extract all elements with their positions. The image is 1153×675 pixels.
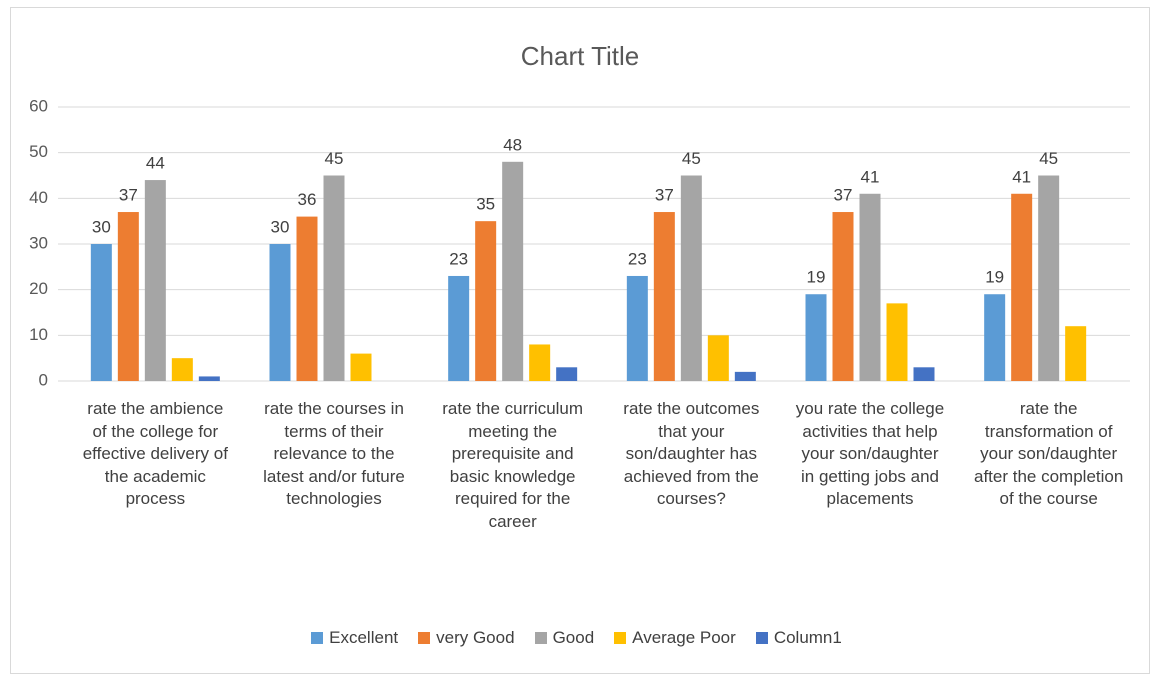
data-label: 37 (834, 186, 853, 205)
legend-item: Column1 (755, 628, 842, 648)
data-label: 45 (325, 149, 344, 168)
y-tick-label: 30 (29, 233, 48, 252)
legend-item: Excellent (311, 628, 398, 648)
bar (707, 335, 729, 381)
data-label: 23 (449, 249, 468, 268)
x-tick-label: rate the curriculum meeting the prerequi… (442, 399, 584, 531)
data-label: 36 (298, 190, 317, 209)
bar (269, 244, 291, 381)
chart-title: Chart Title (521, 41, 640, 71)
bar (734, 371, 756, 381)
y-tick-label: 40 (29, 188, 48, 207)
x-tick-label: rate the courses in terms of their relev… (263, 399, 405, 508)
data-label: 23 (628, 249, 647, 268)
bar (805, 294, 827, 381)
y-tick-label: 0 (39, 370, 48, 389)
data-label: 19 (985, 268, 1004, 287)
legend-item: Average Poor (614, 628, 736, 648)
x-tick-label: rate the transformation of your son/daug… (974, 399, 1124, 508)
bar (1011, 193, 1033, 381)
legend-swatch (614, 632, 627, 644)
data-label: 48 (503, 135, 522, 154)
bar (350, 353, 372, 381)
bar (117, 212, 139, 381)
legend-label: Good (552, 628, 595, 647)
y-tick-label: 10 (29, 325, 48, 344)
bar (198, 376, 220, 381)
legend-item: Good (534, 628, 595, 648)
legend-label: Column1 (773, 628, 842, 647)
data-label: 35 (476, 195, 495, 214)
data-label: 19 (807, 268, 826, 287)
data-label: 30 (271, 217, 290, 236)
legend-swatch (418, 632, 431, 644)
data-label: 44 (146, 154, 165, 173)
bar (144, 180, 166, 381)
bar (984, 294, 1006, 381)
bar (296, 216, 318, 381)
legend-item: very Good (418, 628, 515, 648)
data-label: 41 (1012, 167, 1031, 186)
legend-swatch (311, 632, 324, 644)
bar (90, 244, 112, 381)
legend: Excellent very Good Good Average Poor Column… (0, 628, 1153, 648)
data-label: 45 (682, 149, 701, 168)
bar (680, 175, 702, 381)
data-label: 37 (119, 186, 138, 205)
x-tick-label: rate the outcomes that your son/daughter… (623, 399, 760, 508)
y-tick-label: 50 (29, 142, 48, 161)
bar (171, 358, 193, 381)
bar (859, 193, 881, 381)
y-tick-label: 60 (29, 96, 48, 115)
legend-swatch (534, 632, 547, 644)
data-label: 30 (92, 217, 111, 236)
bar (626, 275, 648, 381)
bar (529, 344, 551, 381)
data-label: 45 (1039, 149, 1058, 168)
bar (448, 275, 470, 381)
bar (653, 212, 675, 381)
legend-label: Average Poor (632, 628, 736, 647)
bar (556, 367, 578, 381)
bar (1065, 326, 1087, 381)
bar (832, 212, 854, 381)
data-label: 37 (655, 186, 674, 205)
data-label: 41 (861, 167, 880, 186)
legend-swatch (755, 632, 768, 644)
legend-label: Excellent (329, 628, 399, 647)
bar (502, 161, 524, 381)
x-tick-label: rate the ambience of the college for eff… (82, 399, 228, 508)
bar (913, 367, 935, 381)
bar (1038, 175, 1060, 381)
legend-label: very Good (436, 628, 515, 647)
bar (475, 221, 497, 381)
y-tick-label: 20 (29, 279, 48, 298)
bar (886, 303, 908, 381)
chart-border (10, 7, 1150, 674)
x-tick-label: you rate the college activities that hel… (795, 399, 945, 508)
bar (323, 175, 345, 381)
